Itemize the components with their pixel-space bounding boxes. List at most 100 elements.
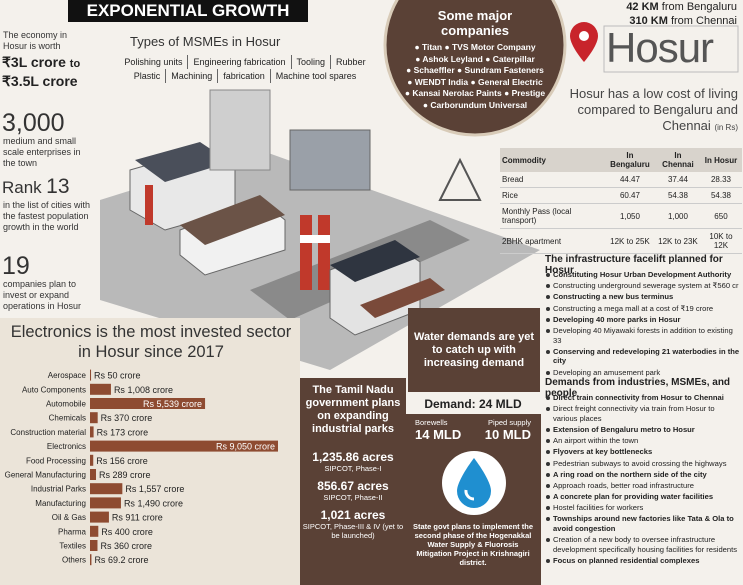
table-cell: 60.47 — [603, 187, 656, 204]
table-row: 2BHK apartment 12K to 25K 12K to 23K 10K to… — [500, 228, 742, 254]
distance-value: 42 KM — [626, 1, 659, 13]
company: ● Carborundum Universal — [422, 99, 528, 110]
bar — [90, 440, 278, 452]
bar — [90, 398, 206, 409]
table-row: Monthly Pass (local transport) 1,050 1,000… — [500, 203, 742, 229]
bar — [90, 454, 94, 466]
list-item: Hostel facilities for workers — [545, 503, 741, 513]
list-item: Extension of Bengaluru metro to Hosur — [545, 425, 741, 435]
industrial-parks: The Tamil Nadu government plans on expan… — [300, 378, 406, 585]
category-label: Auto Components — [22, 385, 86, 394]
value-label: Rs 911 crore — [112, 513, 163, 523]
location-title: Hosur — [606, 24, 714, 71]
bar — [90, 525, 99, 537]
factory-roof — [135, 142, 230, 182]
water-demand: Demand: 24 MLD — [424, 397, 522, 411]
value-label: Rs 289 crore — [99, 470, 151, 480]
hosur-frame — [603, 25, 739, 73]
bar — [90, 469, 97, 480]
msme-item: fabrication — [217, 69, 270, 83]
category-label: Textiles — [59, 542, 86, 551]
bar — [90, 497, 121, 509]
value-label: Rs 9,050 crore — [216, 442, 275, 452]
economy-low: ₹3L crore — [2, 54, 66, 70]
company-name: Kansai Nerolac Paints — [412, 88, 502, 98]
table-cell: 2BHK apartment — [500, 228, 604, 254]
park-label: SIPCOT, Phase-I — [324, 464, 382, 473]
category-label: Others — [62, 556, 86, 565]
park-area: 1,235.86 acres — [312, 450, 394, 464]
silos — [209, 89, 271, 171]
value-label: Rs 50 crore — [94, 371, 141, 381]
company-name: Prestige — [511, 88, 546, 98]
company-name: Sundram Fasteners — [464, 65, 544, 75]
economy-connector: to — [69, 58, 81, 70]
company: ● Prestige — [504, 88, 546, 98]
list-item: A ring road on the northern side of the … — [545, 470, 741, 480]
rank: Rank 13 — [2, 175, 70, 199]
chimney-band — [300, 235, 330, 243]
category-label: General Manufacturing — [5, 471, 86, 480]
list-item: Flyovers at key bottlenecks — [545, 447, 741, 457]
msme-item: Rubber — [330, 55, 371, 69]
category-label: Automobile — [46, 400, 87, 409]
value-label: Rs 69.2 crore — [94, 555, 148, 565]
infrastructure-title: The infrastructure facelift planned for … — [545, 254, 723, 276]
park-area: 856.67 acres — [317, 479, 389, 493]
category-label: Construction material — [10, 428, 86, 437]
company: ● TVS Motor Company — [444, 42, 536, 52]
park-area: 1,021 acres — [320, 508, 386, 522]
table-cell: 54.38 — [655, 187, 700, 204]
table-row: Bread 44.47 37.44 28.33 — [500, 172, 742, 188]
enterprises-text: medium and small scale enterprises in th… — [3, 136, 81, 168]
distance-2: 310 KM from Chennai — [629, 15, 737, 27]
bar — [90, 540, 98, 551]
header-title: EXPONENTIAL GROWTH — [68, 0, 308, 22]
category-label: Pharma — [58, 527, 87, 536]
distance-1: 42 KM from Bengaluru — [626, 1, 737, 13]
list-item: Developing 40 Miyawaki forests in additi… — [545, 326, 741, 345]
company-name: Caterpillar — [492, 53, 535, 64]
building-roof — [330, 240, 420, 282]
bar — [90, 483, 123, 495]
table-cell: Rice — [500, 187, 604, 204]
list-item: Constituting Hosur Urban Development Aut… — [545, 270, 741, 280]
list-item: Conserving and redeveloping 21 waterbodi… — [545, 347, 741, 366]
company: ● Sundram Fasteners — [457, 65, 544, 75]
table-cell: 1,050 — [603, 203, 656, 229]
table-cell: 28.33 — [699, 172, 742, 188]
list-item: Developing 40 more parks in Hosur — [545, 315, 741, 325]
category-label: Food Processing — [26, 456, 86, 465]
list-item: Focus on planned residential complexes — [545, 556, 741, 566]
companies-text: companies plan to invest or expand opera… — [3, 279, 82, 311]
demands-title: Demands from industries, MSMEs, and peop… — [545, 377, 731, 399]
list-item: Direct freight connectivity via train fr… — [545, 404, 741, 423]
table-cell: 650 — [699, 203, 742, 229]
list-item: Direct train connectivity from Hosur to … — [545, 393, 741, 403]
source-value: 14 MLD — [415, 427, 462, 442]
table-cell: Bread — [500, 172, 604, 188]
economy-text: The economy in Hosur is worth — [3, 30, 68, 51]
companies-title: Some major companies — [437, 8, 513, 38]
header-cell: In Bengaluru — [603, 148, 656, 172]
table-cell: 10K to 12K — [699, 228, 742, 254]
companies-count: 19 — [2, 252, 30, 280]
source-value: 10 MLD — [484, 427, 531, 442]
infrastructure-list: Constituting Hosur Urban Development Aut… — [545, 270, 741, 379]
list-item: Townships around new factories like Tata… — [545, 514, 741, 533]
category-label: Manufacturing — [35, 499, 86, 508]
companies-circle — [383, 0, 567, 137]
table-cell: 12K to 25K — [603, 228, 656, 254]
company: ● Caterpillar — [485, 53, 535, 64]
water-note: State govt plans to implement the second… — [412, 522, 533, 567]
bar — [90, 426, 94, 438]
value-label: Rs 400 crore — [101, 527, 153, 537]
plant — [289, 129, 371, 191]
value-label: Rs 1,490 crore — [124, 498, 183, 508]
distance-text: from Bengaluru — [661, 1, 737, 13]
list-item: Pedestrian subways to avoid crossing the… — [545, 459, 741, 469]
category-label: Chemicals — [49, 414, 86, 423]
table-header: Commodity In Bengaluru In Chennai In Hosur — [500, 148, 742, 172]
